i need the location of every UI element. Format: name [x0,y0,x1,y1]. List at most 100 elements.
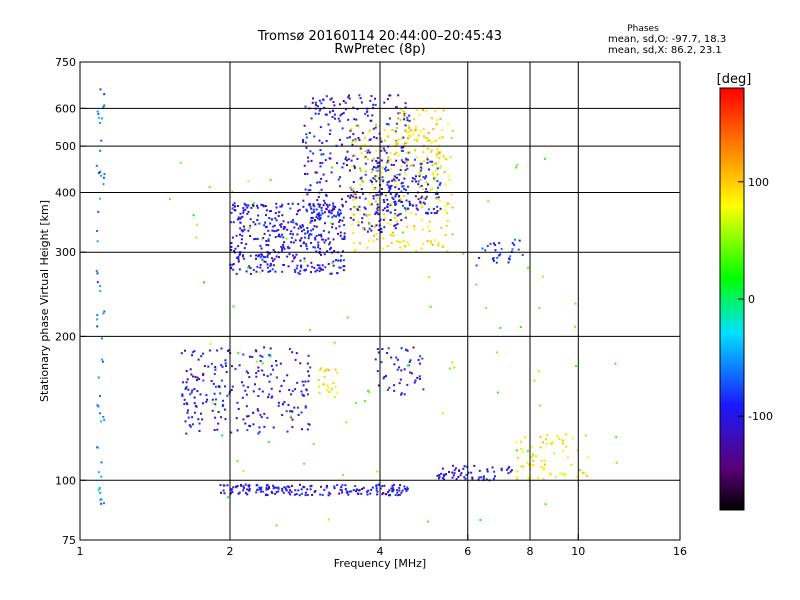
data-point [317,196,320,198]
data-point [444,183,447,186]
data-point [418,185,421,188]
data-point [307,422,310,425]
data-point [382,377,385,380]
data-point [520,447,523,450]
data-point [397,187,400,190]
data-point [265,225,268,228]
data-point [316,269,318,272]
data-point [328,209,331,212]
data-point [398,179,400,182]
data-point [398,382,401,385]
data-point [211,409,214,412]
data-point [442,109,445,112]
data-point [400,165,403,168]
data-point [191,351,194,354]
data-point [255,491,258,494]
data-point [407,124,410,127]
data-point [290,490,293,493]
data-point [343,232,346,235]
data-point [431,160,433,163]
data-point [431,243,434,246]
data-point [552,440,554,443]
data-point [220,347,223,350]
data-point [553,452,556,455]
data-point [346,164,348,166]
data-point [350,159,353,162]
data-point [213,429,216,431]
data-point [350,188,353,191]
data-point [262,204,264,207]
data-point [348,94,350,97]
data-point [396,489,398,492]
data-point [249,267,252,269]
data-point [277,487,280,490]
data-point [396,358,399,361]
data-point [398,213,401,216]
data-point [370,119,373,122]
data-point [345,490,348,493]
data-point [368,130,371,133]
data-point [376,470,379,473]
data-point [341,484,344,486]
data-point [507,261,510,264]
data-point [559,472,562,475]
data-point [318,391,321,394]
data-point [280,384,283,387]
data-point [539,436,542,439]
data-point [303,269,306,272]
data-point [425,175,428,178]
data-point [239,221,242,224]
data-point [99,491,102,494]
data-point [415,204,418,207]
data-point [270,396,273,399]
data-point [352,195,355,198]
data-point [273,230,276,233]
data-point [248,424,251,427]
data-point [300,226,303,229]
data-point [274,236,277,238]
data-point [339,209,342,212]
data-point [295,253,298,256]
data-point [179,161,182,164]
data-point [183,403,186,405]
data-point [426,139,429,142]
y-tick-label: 300 [55,246,76,259]
data-point [345,200,348,203]
data-point [485,478,488,481]
data-point [427,276,430,279]
data-point [387,169,390,171]
data-point [614,362,617,365]
data-point [294,256,297,259]
data-point [261,369,264,372]
data-point [391,487,394,490]
data-point [364,150,367,153]
data-point [355,140,358,143]
data-point [332,264,335,267]
data-point [298,208,301,211]
data-point [392,198,395,200]
data-point [394,209,397,212]
data-point [404,124,407,127]
data-point [353,165,356,168]
data-point [364,400,367,403]
data-point [318,212,321,215]
data-point [328,157,331,160]
data-point [299,225,302,228]
data-point [242,211,245,214]
data-point [291,418,294,421]
data-point [316,213,319,216]
data-point [395,220,398,223]
data-point [466,465,469,468]
data-point [441,136,444,139]
data-point [327,518,330,521]
data-point [520,440,523,443]
data-point [377,483,380,486]
data-point [252,204,255,207]
data-point [376,157,379,159]
colorbar-unit: [deg] [717,72,752,87]
data-point [310,117,313,120]
data-point [416,208,419,211]
data-point [308,131,311,134]
data-point [255,375,258,378]
data-point [394,494,397,496]
